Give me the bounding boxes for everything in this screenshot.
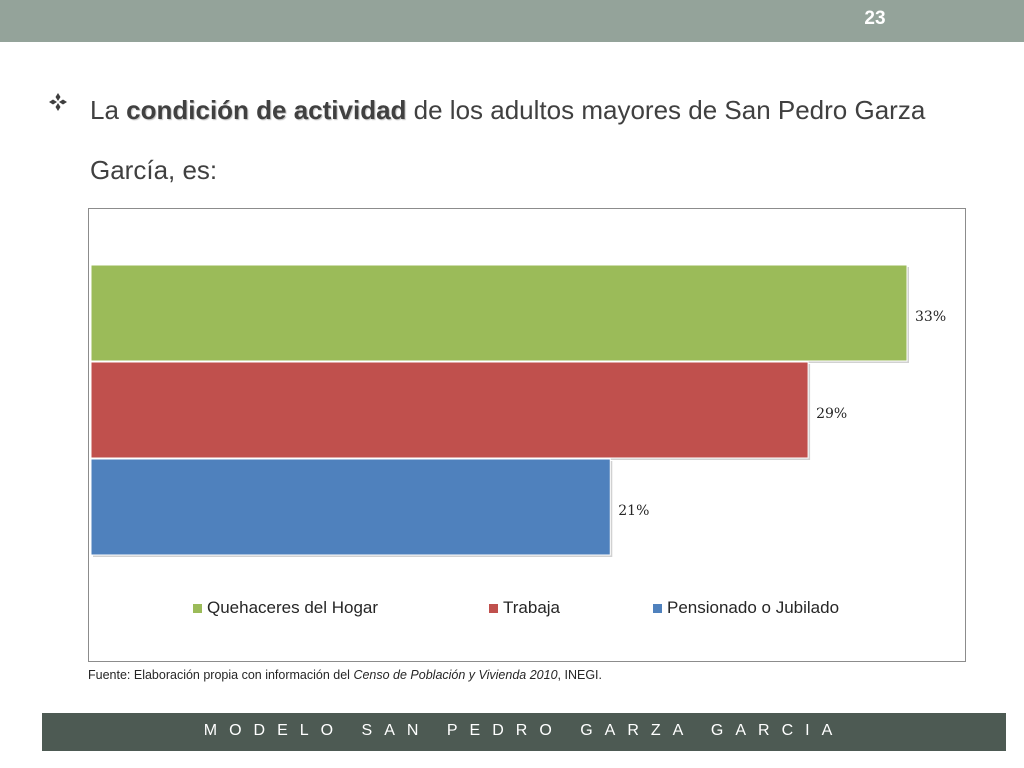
- bottom-footer-bar: MODELO SAN PEDRO GARZA GARCIA: [42, 713, 1006, 751]
- legend-entry: Trabaja: [503, 598, 561, 617]
- bar-trabaja: [90, 361, 809, 459]
- headline-prefix: La: [90, 95, 127, 125]
- headline-suffix: de los adultos mayores de San Pedro Garz…: [90, 95, 926, 185]
- legend-entry: Quehaceres del Hogar: [207, 598, 378, 617]
- legend-swatch: [653, 604, 662, 613]
- chart-frame: 33% 29% 21% Quehaceres del Hogar Trabaja Pens…: [88, 208, 966, 662]
- data-label: 21%: [618, 503, 649, 519]
- bar-quehaceres-del-hogar: [90, 264, 908, 362]
- data-label: 29%: [816, 406, 847, 422]
- source-prefix: Fuente: Elaboración propia con informaci…: [88, 668, 354, 682]
- diamond-bullet-icon: [49, 93, 67, 111]
- data-label: 33%: [915, 309, 946, 325]
- legend-entry: Pensionado o Jubilado: [667, 598, 839, 617]
- slide-headline: La condición de actividad de los adultos…: [90, 80, 990, 200]
- source-italic: Censo de Población y Vivienda 2010: [353, 668, 558, 682]
- source-note: Fuente: Elaboración propia con informaci…: [88, 668, 602, 682]
- activity-bar-chart: 33% 29% 21% Quehaceres del Hogar Trabaja Pens…: [90, 264, 946, 617]
- legend-swatch: [489, 604, 498, 613]
- headline-emphasis: condición de actividad: [126, 95, 407, 125]
- footer-title: MODELO SAN PEDRO GARZA GARCIA: [203, 722, 845, 739]
- slide-number: 23: [864, 8, 886, 29]
- bar-pensionado-o-jubilado: [90, 458, 611, 556]
- legend-swatch: [193, 604, 202, 613]
- top-header-bar: 23: [0, 0, 1024, 42]
- source-suffix: , INEGI.: [557, 668, 602, 682]
